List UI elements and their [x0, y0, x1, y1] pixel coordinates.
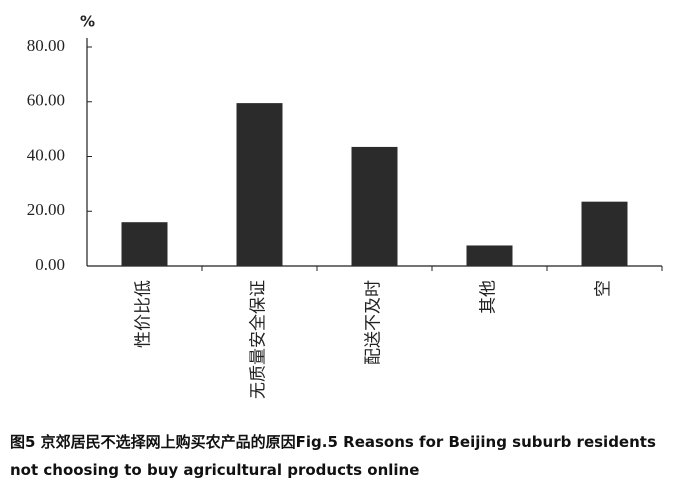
- y-tick-label: 0.00: [35, 255, 65, 274]
- y-unit: %: [80, 13, 95, 31]
- y-tick-label: 80.00: [27, 36, 65, 55]
- chart: % 0.00 20.00 40.00 60.00 80.00 性价比低 无质量安全保证 配送不…: [27, 13, 663, 399]
- x-tick-label: 配送不及时: [363, 280, 382, 365]
- y-tick-label: 40.00: [27, 145, 65, 164]
- x-tick-label: 无质量安全保证: [248, 280, 267, 399]
- y-tick-label: 20.00: [27, 200, 65, 219]
- x-tick-label: 其他: [478, 280, 497, 314]
- bar: [236, 103, 283, 267]
- y-tick-label: 60.00: [27, 91, 65, 110]
- caption: 图5 京郊居民不选择网上购买农产品的原因Fig.5 Reasons for Be…: [10, 433, 656, 479]
- x-tick-label: 空: [593, 280, 612, 297]
- bar: [121, 222, 168, 266]
- bar: [466, 245, 513, 266]
- bar: [351, 146, 398, 266]
- x-tick-label: 性价比低: [133, 280, 152, 348]
- bar: [581, 201, 628, 266]
